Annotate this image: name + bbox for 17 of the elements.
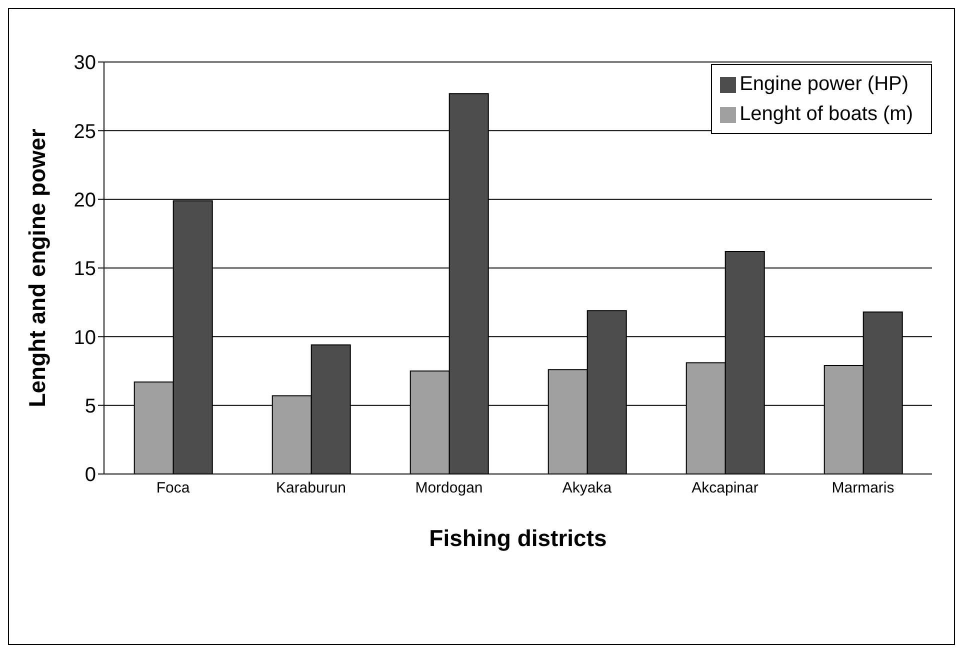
y-tick-label: 0 <box>84 464 96 486</box>
y-tick-label: 30 <box>74 52 96 74</box>
x-tick-label: Marmaris <box>832 480 894 497</box>
x-axis-title: Fishing districts <box>429 525 607 551</box>
x-tick-label: Karaburun <box>276 480 346 497</box>
y-tick-label: 25 <box>74 120 96 143</box>
y-axis-title: Lenght and engine power <box>24 128 50 408</box>
y-tick-label: 15 <box>74 258 96 280</box>
x-tick-label: Mordogan <box>415 480 483 497</box>
y-tick-label: 10 <box>74 326 96 349</box>
legend-label: Lenght of boats (m) <box>740 103 913 125</box>
x-tick-label: Akcapinar <box>692 480 758 497</box>
y-tick-label: 5 <box>84 395 96 418</box>
legend-label: Engine power (HP) <box>740 73 909 95</box>
y-tick-label: 20 <box>74 189 96 212</box>
x-tick-label: Akyaka <box>562 480 612 497</box>
x-tick-label: Foca <box>156 480 190 497</box>
